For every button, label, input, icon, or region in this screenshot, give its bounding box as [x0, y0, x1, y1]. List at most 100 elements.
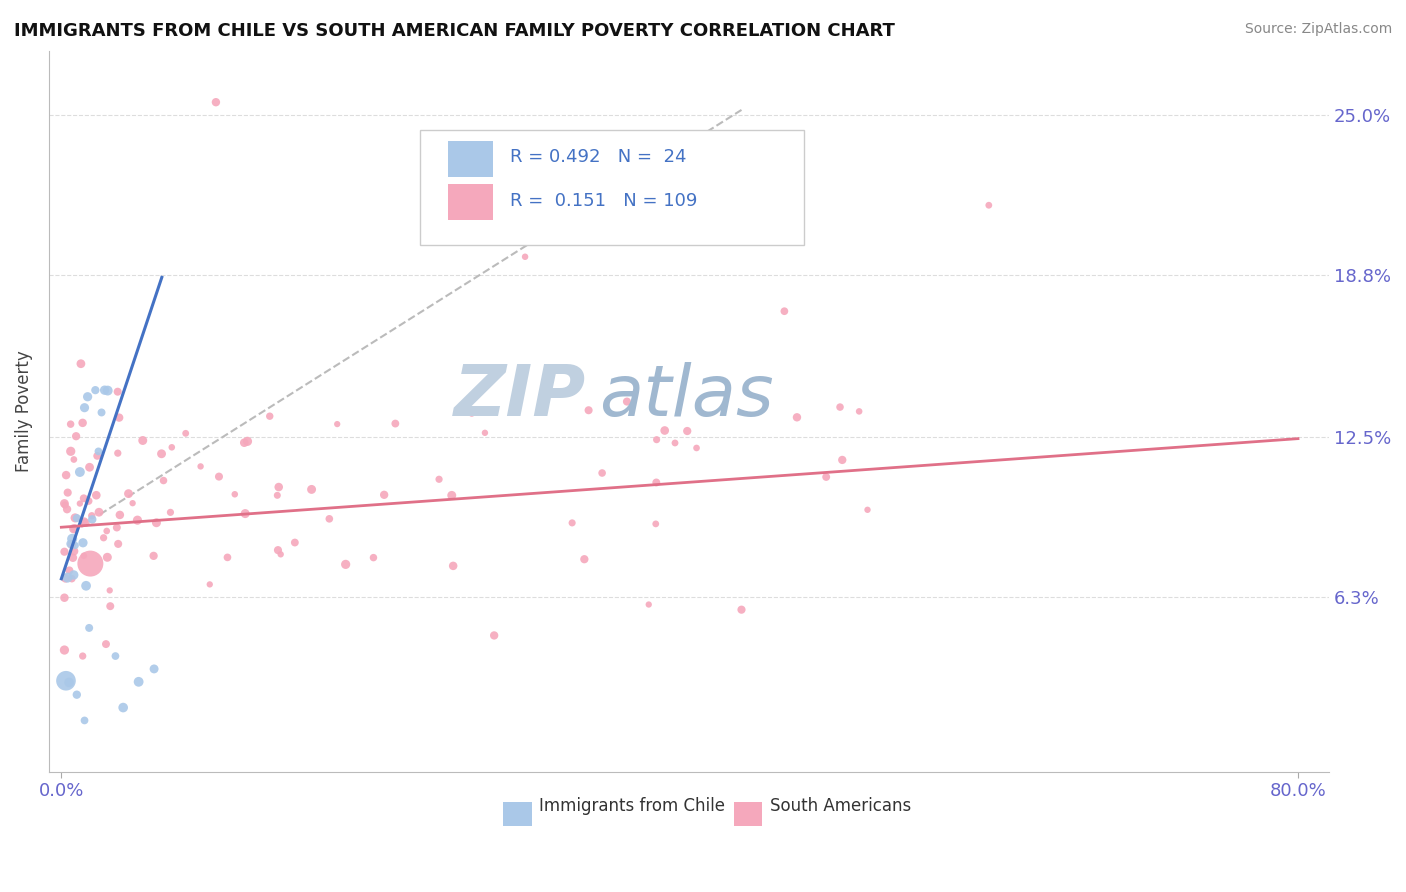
Point: [318, 512, 340, 526]
Point: [335, 558, 357, 572]
Point: [98, 599, 121, 614]
Point: [62, 522, 84, 536]
Point: [73, 491, 96, 506]
Point: [145, 516, 167, 530]
Point: [53, 496, 76, 510]
Point: [654, 424, 676, 438]
Point: [977, 198, 1000, 212]
Point: [848, 404, 870, 418]
Point: [160, 440, 183, 454]
Point: [174, 426, 197, 441]
Point: [70, 517, 93, 532]
Point: [65, 429, 87, 443]
Text: Immigrants from Chile: Immigrants from Chile: [538, 797, 725, 815]
Point: [82, 512, 104, 526]
Point: [676, 424, 699, 438]
Point: [645, 475, 668, 490]
Point: [664, 436, 686, 450]
Point: [363, 550, 385, 565]
Point: [55, 571, 77, 585]
Point: [233, 507, 256, 521]
Point: [98, 583, 121, 598]
Point: [773, 304, 796, 318]
Point: [440, 488, 463, 502]
Point: [815, 470, 838, 484]
Point: [112, 700, 135, 714]
Point: [73, 549, 96, 563]
Point: [152, 474, 174, 488]
Point: [266, 488, 288, 502]
Point: [59, 537, 82, 551]
Point: [190, 459, 212, 474]
Point: [107, 446, 129, 460]
Point: [77, 494, 100, 508]
Point: [142, 549, 165, 563]
Point: [70, 357, 93, 371]
Point: [616, 394, 638, 409]
Point: [301, 483, 323, 497]
Point: [96, 550, 118, 565]
Point: [63, 544, 86, 558]
Text: IMMIGRANTS FROM CHILE VS SOUTH AMERICAN FAMILY POVERTY CORRELATION CHART: IMMIGRANTS FROM CHILE VS SOUTH AMERICAN …: [14, 22, 896, 40]
Point: [121, 496, 143, 510]
Point: [427, 472, 450, 486]
Point: [72, 416, 94, 430]
Point: [75, 579, 97, 593]
Bar: [503, 802, 531, 826]
Point: [108, 508, 131, 522]
Point: [208, 469, 231, 483]
Point: [96, 524, 118, 538]
Point: [198, 577, 221, 591]
Point: [482, 628, 505, 642]
Point: [79, 460, 101, 475]
Text: South Americans: South Americans: [769, 797, 911, 815]
Point: [53, 591, 76, 605]
Point: [561, 516, 583, 530]
Point: [69, 465, 91, 479]
Point: [59, 444, 82, 458]
Point: [786, 410, 808, 425]
Point: [79, 557, 101, 571]
Point: [56, 502, 79, 516]
Point: [270, 547, 292, 561]
Point: [87, 505, 110, 519]
Point: [56, 485, 79, 500]
Point: [73, 714, 96, 728]
Point: [55, 673, 77, 688]
Point: [73, 401, 96, 415]
Point: [107, 537, 129, 551]
Point: [62, 550, 84, 565]
Point: [205, 95, 228, 110]
Point: [59, 417, 82, 432]
Point: [56, 571, 79, 585]
Point: [461, 406, 484, 420]
Point: [53, 498, 76, 512]
Point: [63, 511, 86, 525]
Point: [856, 503, 879, 517]
Point: [72, 648, 94, 663]
Point: [831, 453, 853, 467]
Point: [128, 674, 150, 689]
Text: R =  0.151   N = 109: R = 0.151 N = 109: [510, 192, 697, 210]
Text: R = 0.492   N =  24: R = 0.492 N = 24: [510, 148, 686, 167]
Point: [233, 435, 256, 450]
Point: [513, 250, 536, 264]
Point: [65, 538, 87, 552]
Point: [591, 466, 613, 480]
Point: [87, 444, 110, 458]
Point: [69, 497, 91, 511]
Point: [150, 447, 173, 461]
Point: [60, 572, 83, 586]
Point: [80, 508, 103, 523]
Point: [97, 384, 120, 398]
Point: [384, 417, 406, 431]
Point: [63, 522, 86, 536]
Text: atlas: atlas: [599, 362, 773, 432]
Point: [93, 383, 115, 397]
Point: [828, 400, 851, 414]
Point: [117, 486, 139, 500]
Point: [644, 516, 666, 531]
Point: [373, 488, 395, 502]
Point: [474, 425, 496, 440]
Point: [94, 637, 117, 651]
